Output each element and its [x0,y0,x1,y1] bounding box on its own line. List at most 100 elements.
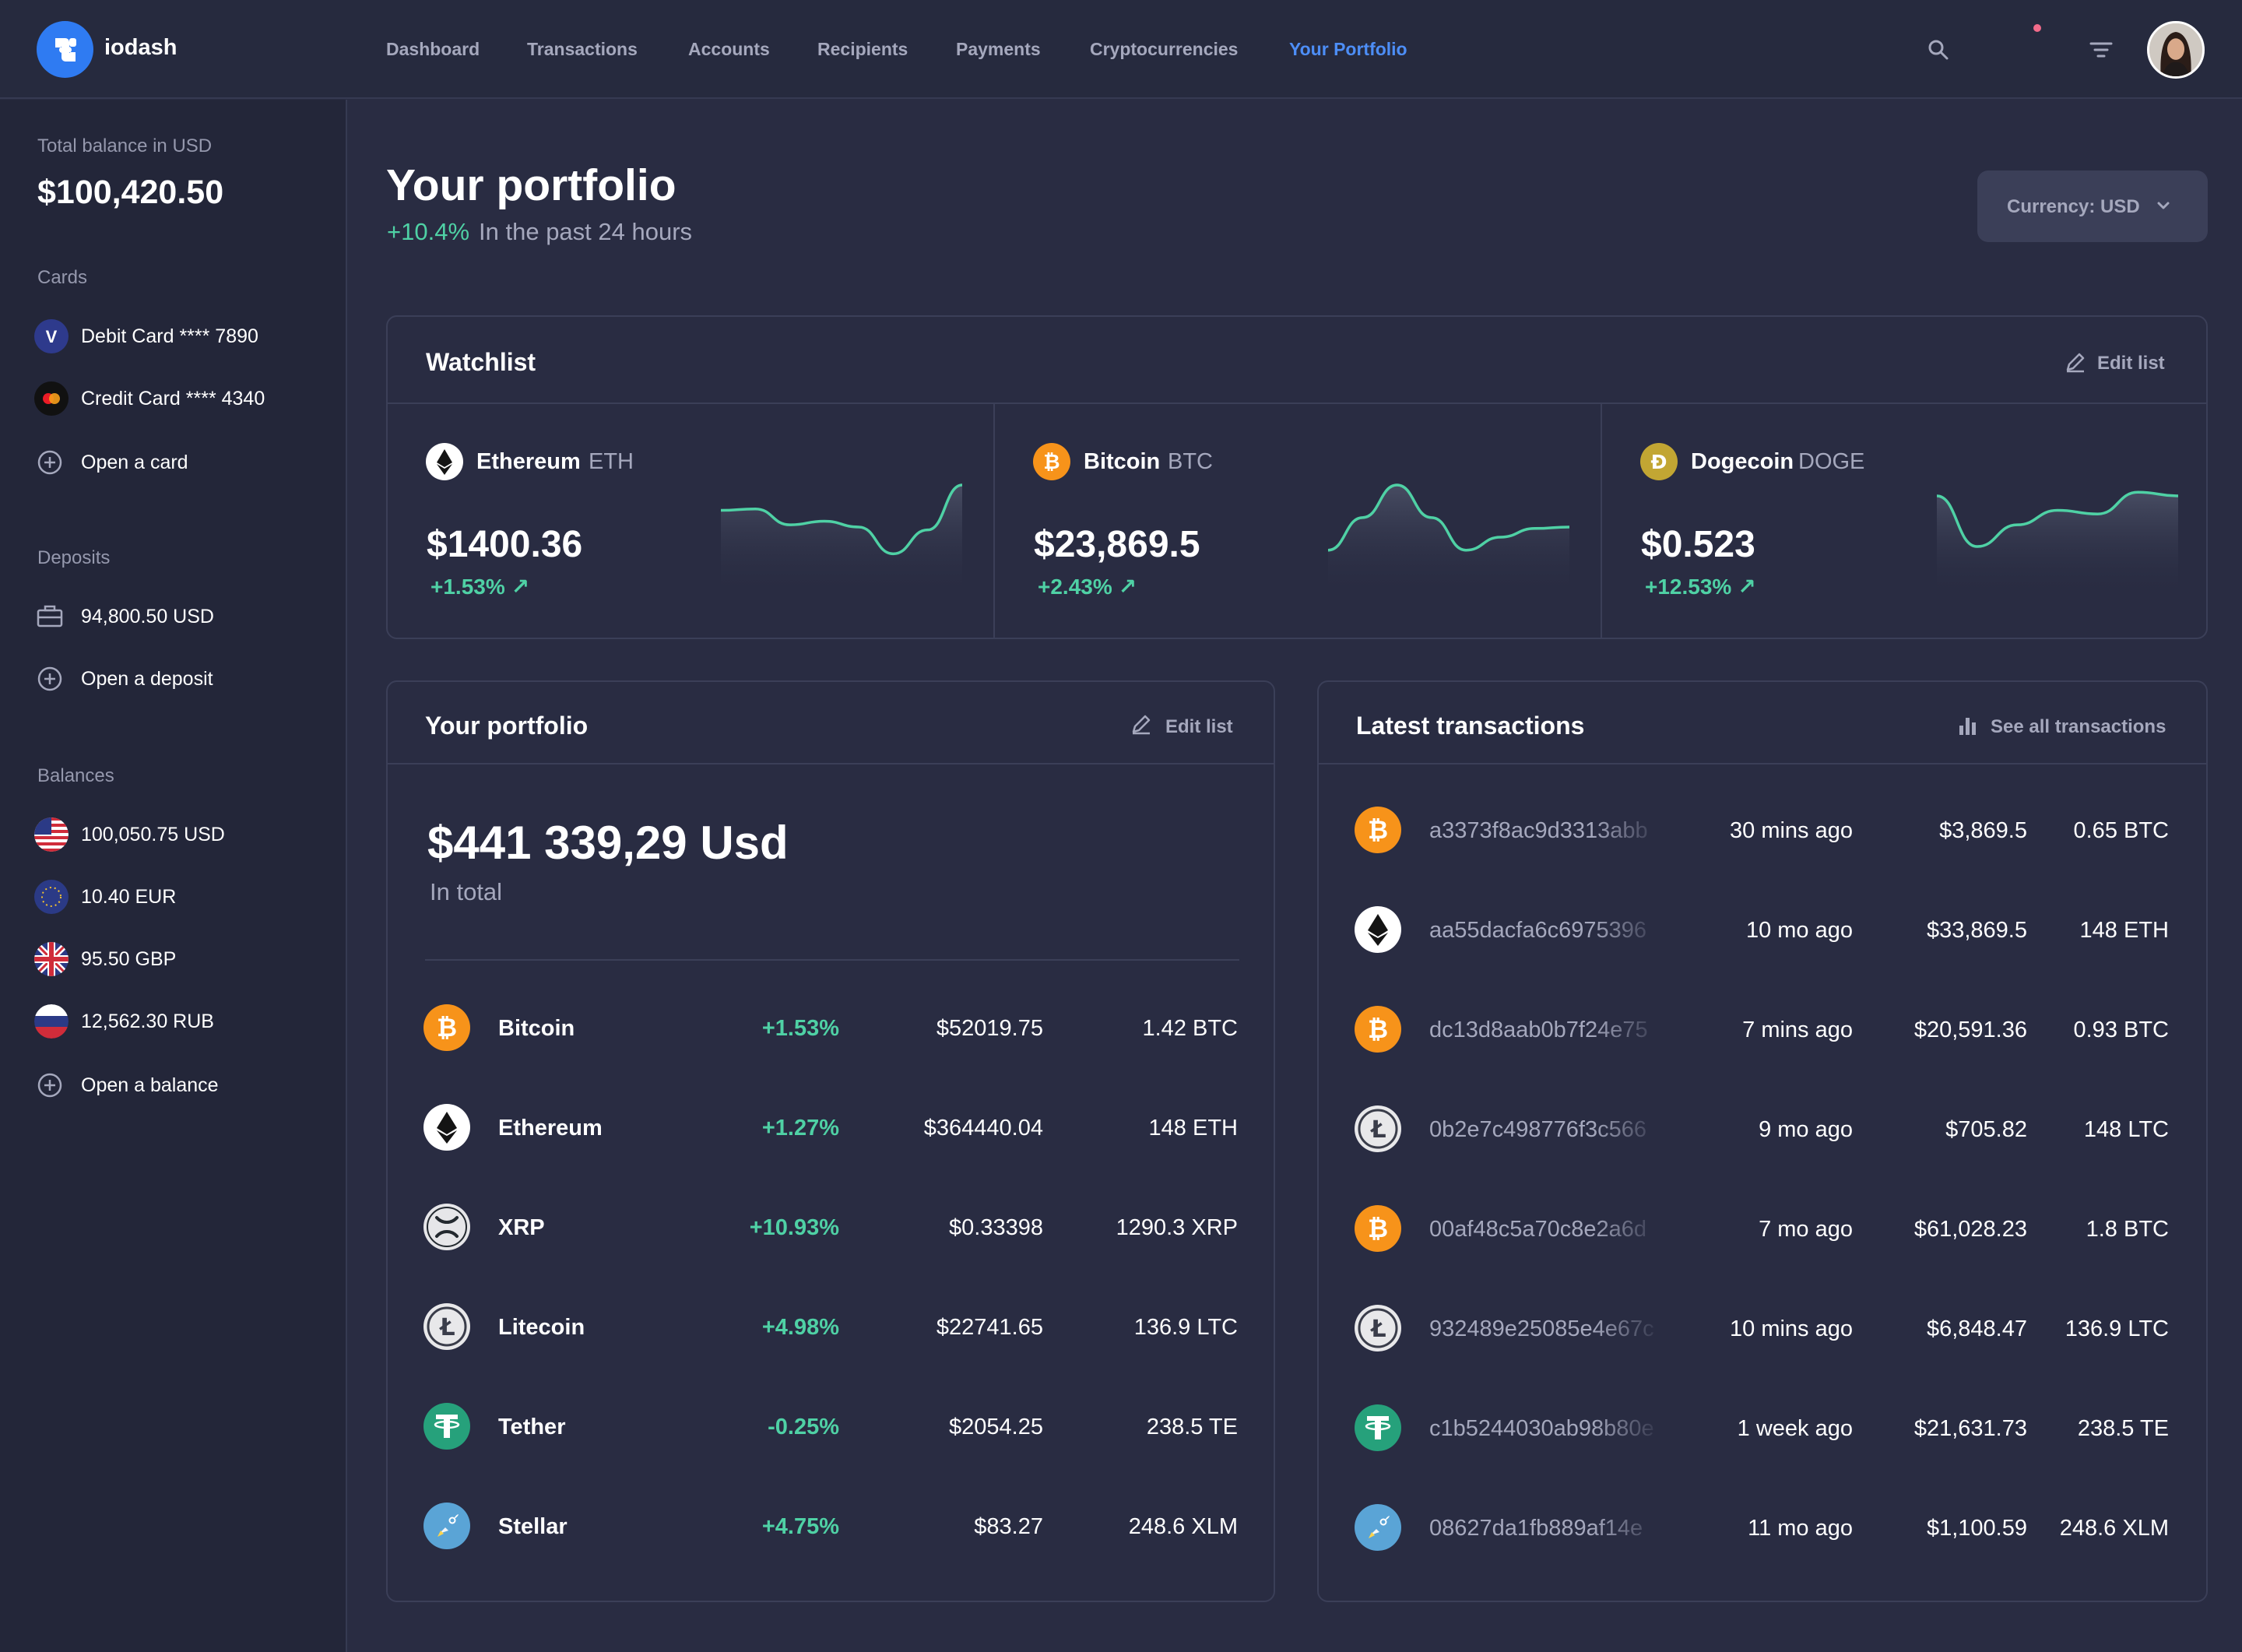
portfolio-period: In the past 24 hours [479,218,693,245]
watchlist-edit-button[interactable]: Edit list [2097,353,2165,374]
transaction-usd: $1,100.59 [1926,1516,2027,1541]
coin-amount: 1290.3 XRP [1116,1215,1238,1240]
svg-text:₿: ₿ [1368,1014,1388,1044]
puzzle-logo-icon[interactable] [37,21,93,78]
coin-name: Bitcoin [1084,449,1161,474]
sidebar-item-label: Open a balance [81,1074,219,1096]
notification-dot-icon[interactable] [2033,24,2041,32]
coin-amount: 1.42 BTC [1142,1016,1239,1041]
sidebar-item-label: 100,050.75 USD [81,824,225,845]
transaction-usd: $33,869.5 [1926,918,2027,943]
nav-accounts[interactable]: Accounts [688,39,770,59]
chevron-down-icon [2155,197,2172,214]
transaction-amount: 148 LTC [2083,1117,2169,1142]
sidebar-item-label: 12,562.30 RUB [81,1011,214,1032]
sidebar-item-label: 94,800.50 USD [81,606,214,627]
svg-text:₿: ₿ [1368,815,1388,845]
portfolio-card [386,680,1275,1602]
transaction-time: 7 mins ago [1742,1018,1853,1042]
nav-transactions[interactable]: Transactions [527,39,638,59]
sparkline-line [1937,490,2178,548]
portfolio-card-title: Your portfolio [425,712,589,740]
sparkline-line [1328,483,1569,552]
stellar-icon [423,1503,470,1549]
nav-recipients[interactable]: Recipients [817,39,908,59]
divider [388,763,1274,764]
coin-amount: 238.5 TE [1146,1415,1238,1439]
sidebar-item-eur-balance[interactable]: 10.40 EUR [34,878,330,916]
sidebar-item-deposit[interactable]: 94,800.50 USD [34,598,330,635]
sparkline-area [721,485,962,597]
sidebar-item-credit-card[interactable]: Credit Card **** 4340 [34,380,330,417]
nav-your-portfolio[interactable]: Your Portfolio [1289,39,1407,59]
sidebar: Total balance in USD $100,420.50 Cards V… [0,100,347,1652]
currency-select[interactable]: Currency: USD [1977,170,2208,242]
transaction-time: 10 mins ago [1730,1316,1853,1341]
coin-name: Dogecoin [1691,449,1794,474]
bitcoin-icon: ₿ [1355,1006,1401,1053]
pencil-icon[interactable] [2063,350,2088,374]
total-balance-value: $100,420.50 [37,174,224,211]
coin-symbol: BTC [1168,449,1213,474]
sidebar-item-gbp-balance[interactable]: 95.50 GBP [34,940,330,978]
transaction-amount: 0.93 BTC [2073,1018,2170,1042]
search-icon[interactable] [1927,39,1949,61]
transaction-hash: 00af48c5a70c8e2a6d [1429,1217,1646,1242]
sidebar-item-open-deposit[interactable]: Open a deposit [34,660,330,698]
sparkline-area [1937,492,2178,597]
see-all-transactions-link[interactable]: See all transactions [1991,716,2166,737]
transaction-hash: 08627da1fb889af14e [1429,1516,1643,1541]
coin-price: $52019.75 [936,1016,1043,1041]
transaction-amount: 1.8 BTC [2086,1217,2169,1242]
bar-chart-icon[interactable] [1957,715,1979,736]
plus-circle-icon [34,662,69,696]
sidebar-item-open-balance[interactable]: Open a balance [34,1067,330,1104]
transaction-usd: $20,591.36 [1913,1018,2027,1042]
arrow-up-right-icon: ↗ [511,575,529,599]
coin-symbol: ETH [589,449,634,474]
user-avatar[interactable] [2147,21,2205,79]
watchlist-title: Watchlist [426,348,536,376]
sidebar-item-open-card[interactable]: Open a card [34,444,330,481]
sidebar-item-usd-balance[interactable]: 100,050.75 USD [34,816,330,853]
svg-text:Ł: Ł [438,1314,455,1341]
litecoin-icon: Ł [1355,1305,1401,1351]
watchlist-card: Watchlist Edit list Ethereum ETH $1400.3… [386,315,2208,639]
mastercard-icon [34,381,69,416]
bitcoin-sparkline [1328,483,1569,597]
coin-name: Ethereum [498,1116,603,1141]
dogecoin-icon: Ð [1640,443,1678,480]
portfolio-edit-button[interactable]: Edit list [1165,716,1233,737]
svg-text:₿: ₿ [1043,451,1060,474]
coin-amount: 148 ETH [1148,1116,1238,1141]
svg-text:Ł: Ł [1369,1316,1386,1343]
page-subtitle: +10.4% In the past 24 hours [387,218,692,246]
svg-text:₿: ₿ [437,1013,457,1042]
sidebar-item-label: Debit Card **** 7890 [81,325,258,347]
coin-change: +1.53% ↗ [430,575,529,599]
portfolio-change: +10.4% [387,218,470,245]
page-title: Your portfolio [386,160,676,210]
transaction-hash: a3373f8ac9d3313abb [1429,818,1648,843]
pencil-icon[interactable] [1129,712,1154,736]
nav-cryptocurrencies[interactable]: Cryptocurrencies [1090,39,1239,59]
deposits-section-label: Deposits [37,547,111,568]
coin-price: $23,869.5 [1034,524,1200,565]
transaction-hash: 932489e25085e4e67c [1429,1316,1654,1341]
nav-payments[interactable]: Payments [956,39,1041,59]
sidebar-item-debit-card[interactable]: V Debit Card **** 7890 [34,318,330,355]
litecoin-icon: Ł [1355,1105,1401,1152]
svg-text:V: V [46,327,58,346]
sidebar-item-label: 10.40 EUR [81,886,177,908]
transaction-time: 11 mo ago [1748,1516,1853,1541]
nav-dashboard[interactable]: Dashboard [386,39,480,59]
transaction-time: 1 week ago [1737,1416,1853,1441]
transaction-amount: 238.5 TE [2077,1416,2169,1441]
filter-icon[interactable] [2089,40,2113,59]
coin-price: $0.523 [1641,524,1755,565]
portfolio-total: $441 339,29 Usd [427,817,789,869]
sidebar-item-rub-balance[interactable]: 12,562.30 RUB [34,1003,330,1040]
ru-flag-icon [34,1004,69,1039]
balances-section-label: Balances [37,765,114,786]
divider [993,404,995,638]
